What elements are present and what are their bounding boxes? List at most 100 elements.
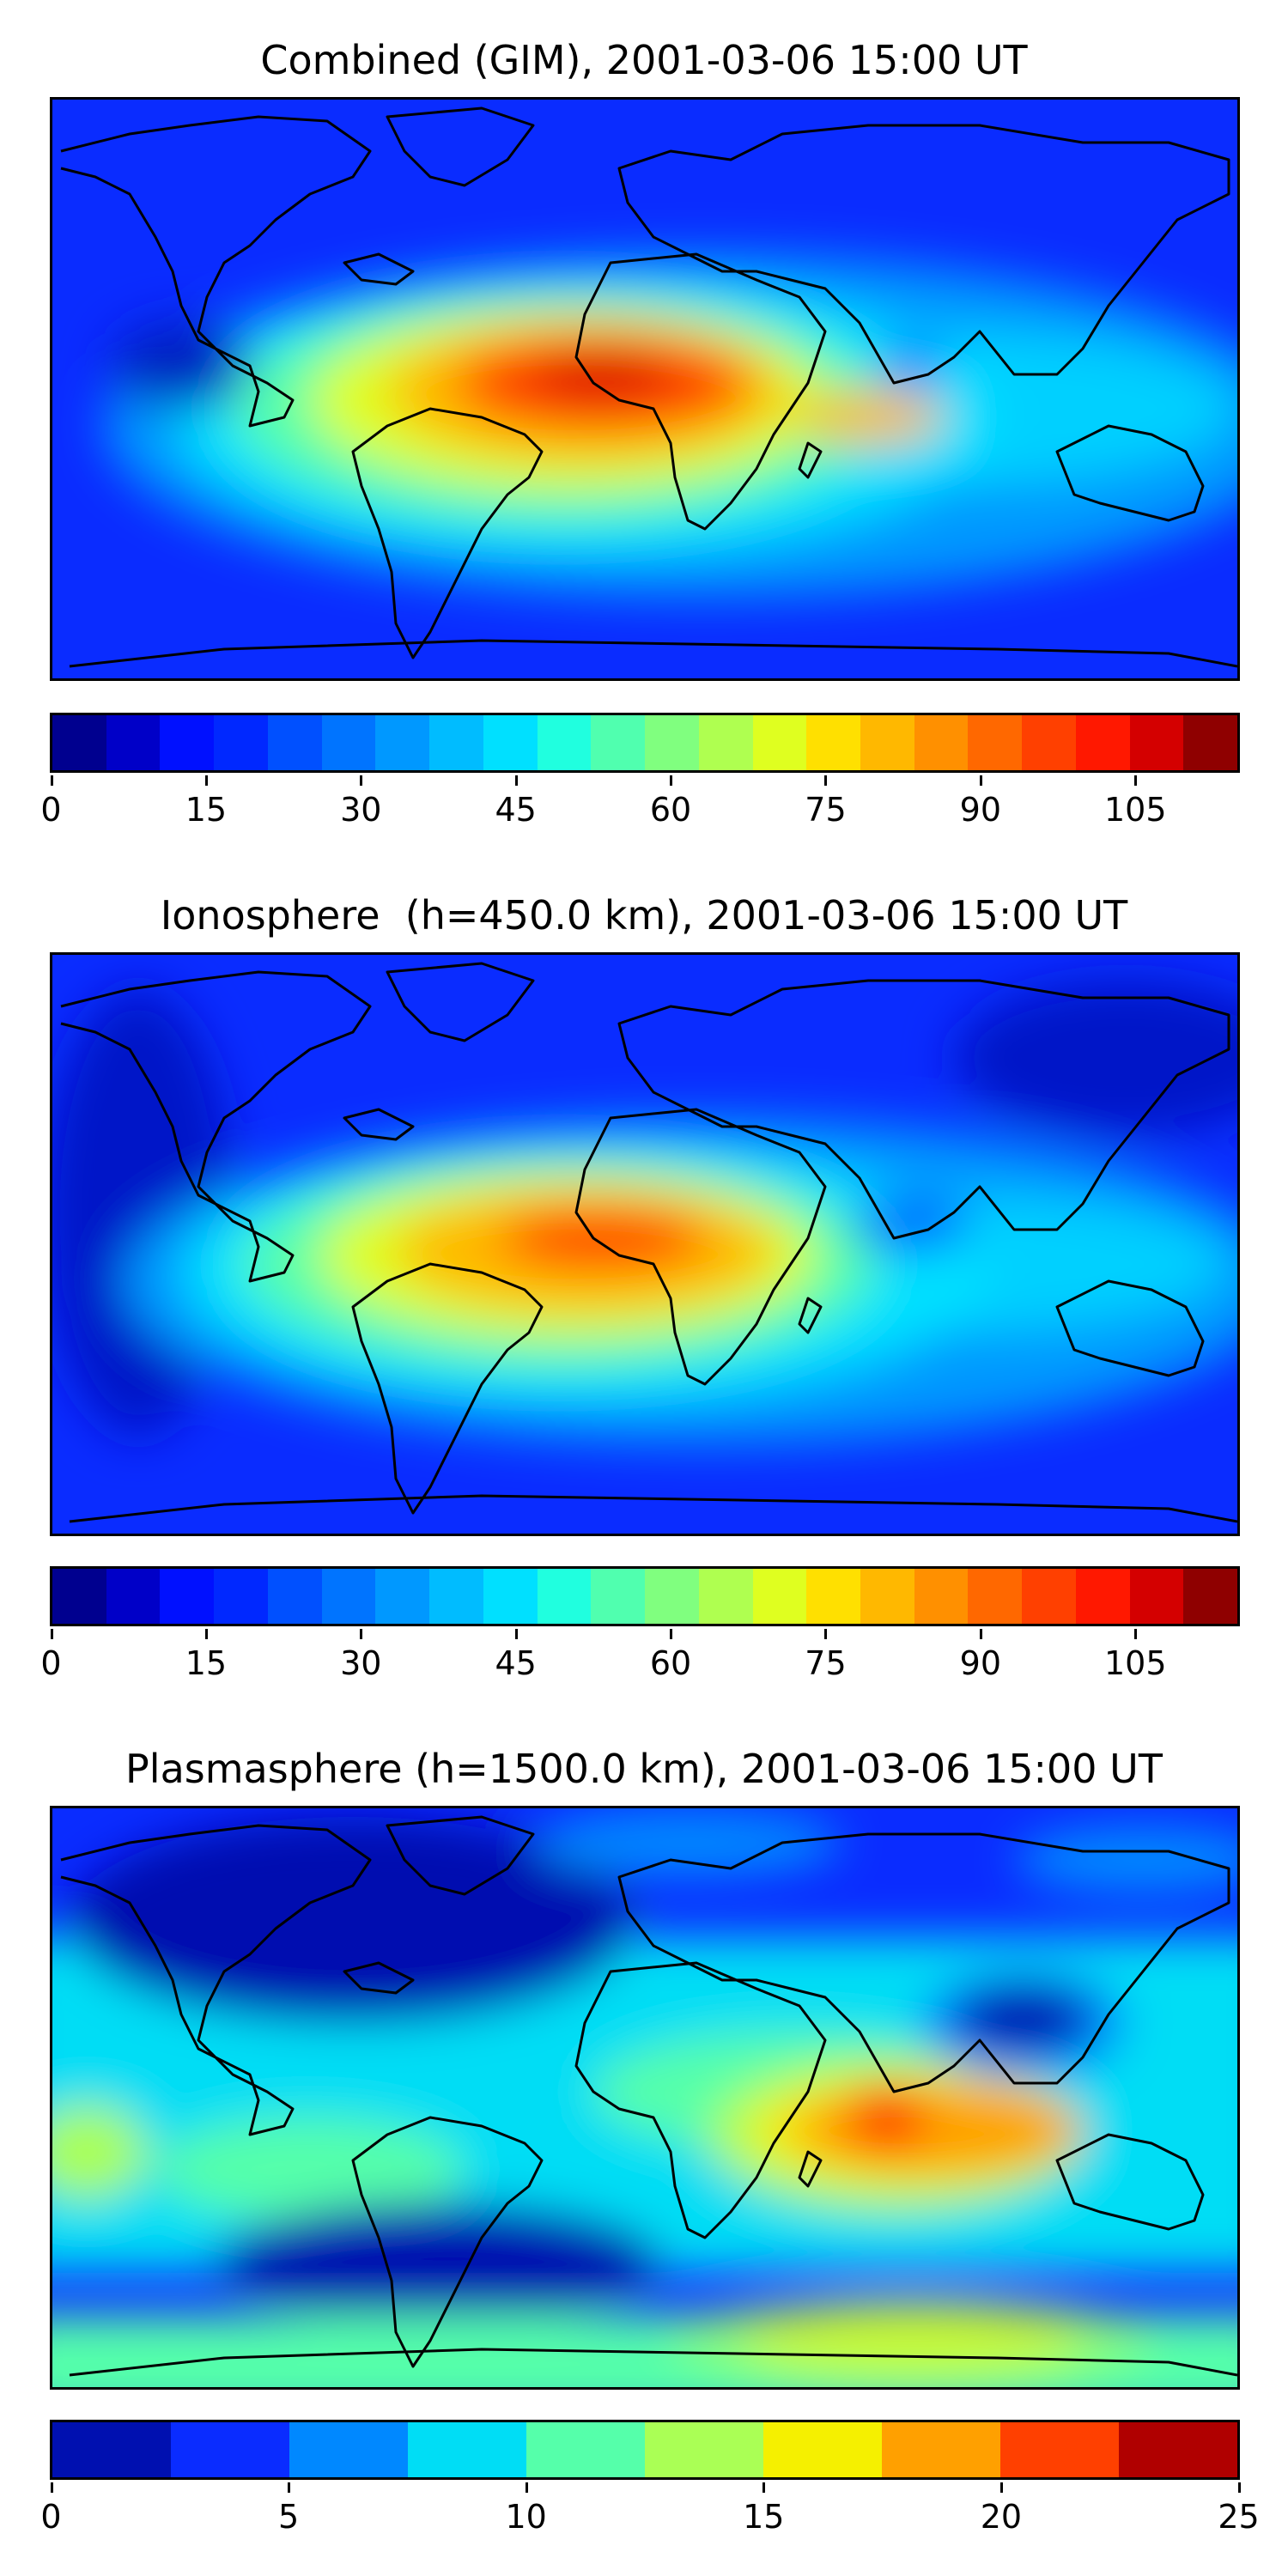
map-ionosphere bbox=[50, 952, 1240, 1536]
colorbar-segment bbox=[321, 715, 376, 770]
tick-mark bbox=[288, 2482, 291, 2493]
colorbar-ticks-plasmasphere: 0 5 10 15 20 25 bbox=[40, 2482, 1260, 2536]
colorbar-segment bbox=[645, 715, 699, 770]
tick-label: 30 bbox=[340, 791, 382, 829]
colorbar-segment bbox=[375, 1569, 430, 1624]
tick-mark bbox=[50, 2482, 53, 2493]
tick-mark bbox=[670, 1629, 673, 1639]
colorbar-segment bbox=[914, 715, 969, 770]
colorbar-segment bbox=[1000, 2422, 1119, 2477]
tick-label: 15 bbox=[743, 2498, 785, 2536]
tick-label: 10 bbox=[505, 2498, 547, 2536]
colorbar-ticks-ionosphere: 0 15 30 45 60 75 90 105 bbox=[40, 1629, 1240, 1682]
tick-mark bbox=[50, 1629, 53, 1639]
colorbar-segment bbox=[645, 1569, 699, 1624]
tick-label: 90 bbox=[959, 1644, 1002, 1682]
colorbar-segment bbox=[1183, 715, 1238, 770]
colorbar-segment bbox=[160, 715, 215, 770]
colorbar-segment bbox=[52, 715, 106, 770]
tick-label: 30 bbox=[340, 1644, 382, 1682]
colorbar-segment bbox=[806, 1569, 861, 1624]
colorbar-segment bbox=[321, 1569, 376, 1624]
tick-mark bbox=[979, 1629, 982, 1639]
tick-label: 20 bbox=[980, 2498, 1023, 2536]
panel-title-plasmasphere: Plasmasphere (h=1500.0 km), 2001-03-06 1… bbox=[125, 1746, 1163, 1792]
colorbar-segment bbox=[645, 2422, 763, 2477]
colorbar-segment bbox=[1075, 715, 1130, 770]
tick-label: 105 bbox=[1103, 791, 1167, 829]
colorbar-segment bbox=[698, 715, 753, 770]
tick-label: 75 bbox=[805, 1644, 847, 1682]
colorbar-segment bbox=[289, 2422, 408, 2477]
colorbar-segment bbox=[882, 2422, 1000, 2477]
tick-mark bbox=[514, 775, 518, 786]
colorbar-segment bbox=[214, 1569, 268, 1624]
panel-title-ionosphere: Ionosphere (h=450.0 km), 2001-03-06 15:0… bbox=[160, 892, 1128, 939]
colorbar-segment bbox=[1022, 1569, 1076, 1624]
colorbar-segment bbox=[483, 715, 538, 770]
tick-mark bbox=[525, 2482, 528, 2493]
colorbar-segment bbox=[752, 1569, 807, 1624]
colorbar-segment bbox=[106, 1569, 161, 1624]
tick-label: 45 bbox=[495, 1644, 537, 1682]
tick-mark bbox=[670, 775, 673, 786]
colorbar-segment bbox=[591, 715, 646, 770]
colorbar-segment bbox=[52, 2422, 171, 2477]
tick-mark bbox=[204, 775, 208, 786]
tick-label: 5 bbox=[278, 2498, 300, 2536]
tick-mark bbox=[824, 775, 828, 786]
tick-mark bbox=[824, 1629, 828, 1639]
colorbar-segment bbox=[52, 1569, 106, 1624]
colorbar-segment bbox=[1119, 2422, 1237, 2477]
colorbar-segment bbox=[1075, 1569, 1130, 1624]
colorbar-segment bbox=[267, 715, 322, 770]
tick-mark bbox=[360, 1629, 363, 1639]
tick-mark bbox=[1237, 2482, 1241, 2493]
tick-label: 45 bbox=[495, 791, 537, 829]
panel-title-combined: Combined (GIM), 2001-03-06 15:00 UT bbox=[260, 37, 1028, 83]
colorbar-segment bbox=[1183, 1569, 1238, 1624]
tick-label: 0 bbox=[40, 2498, 62, 2536]
map-plasmasphere bbox=[50, 1806, 1240, 2390]
colorbar-segment bbox=[968, 715, 1023, 770]
colorbar-segment bbox=[214, 715, 268, 770]
colorbar-segment bbox=[591, 1569, 646, 1624]
tick-mark bbox=[999, 2482, 1003, 2493]
tick-label: 15 bbox=[185, 1644, 228, 1682]
colorbar-segment bbox=[763, 2422, 882, 2477]
tick-label: 75 bbox=[805, 791, 847, 829]
tick-label: 0 bbox=[40, 1644, 62, 1682]
tick-mark bbox=[762, 2482, 766, 2493]
tick-mark bbox=[50, 775, 53, 786]
colorbar-segment bbox=[160, 1569, 215, 1624]
colorbar-segment bbox=[408, 2422, 526, 2477]
colorbar-segment bbox=[806, 715, 861, 770]
tick-label: 0 bbox=[40, 791, 62, 829]
colorbar-segment bbox=[752, 715, 807, 770]
colorbar-ionosphere bbox=[50, 1566, 1240, 1626]
tick-label: 25 bbox=[1218, 2498, 1260, 2536]
colorbar-segment bbox=[171, 2422, 289, 2477]
colorbar-ticks-combined: 0 15 30 45 60 75 90 105 bbox=[40, 775, 1240, 829]
colorbar-segment bbox=[968, 1569, 1023, 1624]
colorbar-segment bbox=[537, 715, 592, 770]
tick-mark bbox=[1134, 1629, 1138, 1639]
colorbar-segment bbox=[429, 1569, 483, 1624]
colorbar-segment bbox=[429, 715, 483, 770]
tick-mark bbox=[979, 775, 982, 786]
tick-mark bbox=[514, 1629, 518, 1639]
colorbar-segment bbox=[483, 1569, 538, 1624]
colorbar-segment bbox=[860, 1569, 914, 1624]
colorbar-combined bbox=[50, 713, 1240, 773]
tick-label: 90 bbox=[959, 791, 1002, 829]
tick-label: 15 bbox=[185, 791, 228, 829]
tick-mark bbox=[360, 775, 363, 786]
colorbar-segment bbox=[1129, 1569, 1184, 1624]
colorbar-segment bbox=[1022, 715, 1076, 770]
tick-label: 105 bbox=[1103, 1644, 1167, 1682]
colorbar-segment bbox=[860, 715, 914, 770]
colorbar-segment bbox=[106, 715, 161, 770]
colorbar-segment bbox=[526, 2422, 645, 2477]
colorbar-plasmasphere bbox=[50, 2420, 1240, 2480]
colorbar-segment bbox=[698, 1569, 753, 1624]
